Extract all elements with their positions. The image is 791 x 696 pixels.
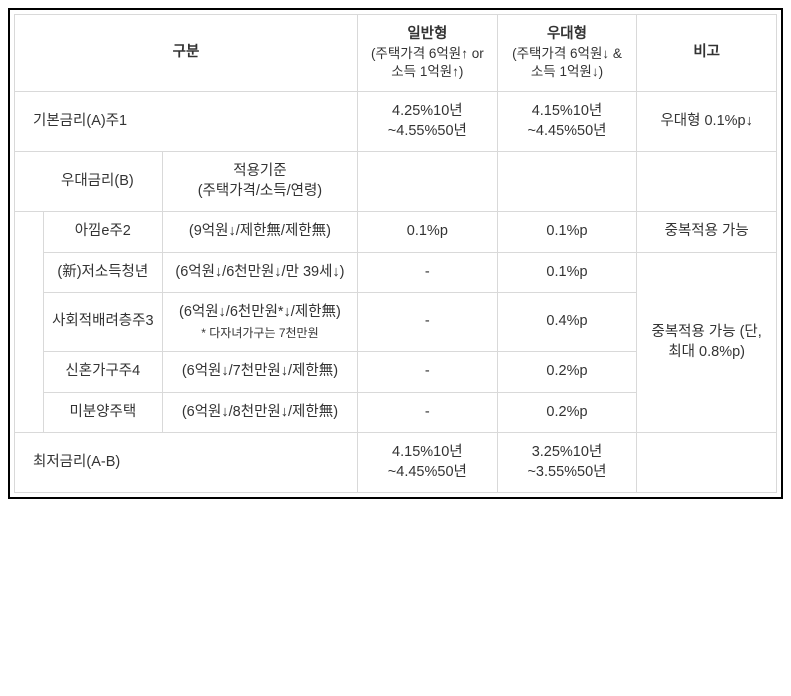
item-0-note: 중복적용 가능 <box>637 212 777 253</box>
base-rate-pref: 4.15%10년 ~4.45%50년 <box>497 92 637 152</box>
item-1-general: - <box>358 252 498 293</box>
item-2-general: - <box>358 293 498 352</box>
row-item-1: (新)저소득청년 (6억원↓/6천만원↓/만 39세↓) - 0.1%p 중복적… <box>15 252 777 293</box>
min-rate-note <box>637 433 777 493</box>
item-4-name: 미분양주택 <box>43 392 162 433</box>
hdr-general-title: 일반형 <box>407 26 447 42</box>
header-row: 구분 일반형 (주택가격 6억원↑ or 소득 1억원↑) 우대형 (주택가격 … <box>15 15 777 92</box>
rate-table: 구분 일반형 (주택가격 6억원↑ or 소득 1억원↑) 우대형 (주택가격 … <box>14 14 777 493</box>
item-2-criteria-text: (6억원↓/6천만원*↓/제한無) <box>179 304 341 320</box>
empty-cell <box>497 152 637 212</box>
row-item-0: 아낌e주2 (9억원↓/제한無/제한無) 0.1%p 0.1%p 중복적용 가능 <box>15 212 777 253</box>
pref-rate-label: 우대금리(B) <box>15 152 163 212</box>
min-rate-general: 4.15%10년 ~4.45%50년 <box>358 433 498 493</box>
empty-cell <box>358 152 498 212</box>
item-1-criteria: (6억원↓/6천만원↓/만 39세↓) <box>162 252 357 293</box>
base-rate-label: 기본금리(A)주1 <box>15 92 358 152</box>
item-2-criteria: (6억원↓/6천만원*↓/제한無) * 다자녀가구는 7천만원 <box>162 293 357 352</box>
row-min-rate: 최저금리(A-B) 4.15%10년 ~4.45%50년 3.25%10년 ~3… <box>15 433 777 493</box>
item-1-pref: 0.1%p <box>497 252 637 293</box>
row-base-rate: 기본금리(A)주1 4.25%10년 ~4.55%50년 4.15%10년 ~4… <box>15 92 777 152</box>
base-rate-general: 4.25%10년 ~4.55%50년 <box>358 92 498 152</box>
hdr-general: 일반형 (주택가격 6억원↑ or 소득 1억원↑) <box>358 15 498 92</box>
hdr-pref: 우대형 (주택가격 6억원↓ & 소득 1억원↓) <box>497 15 637 92</box>
pref-rate-criteria-header: 적용기준 (주택가격/소득/연령) <box>162 152 357 212</box>
item-0-name: 아낌e주2 <box>43 212 162 253</box>
empty-cell <box>637 152 777 212</box>
rate-table-container: 구분 일반형 (주택가격 6억원↑ or 소득 1억원↑) 우대형 (주택가격 … <box>8 8 783 499</box>
indent-cell <box>15 212 44 433</box>
item-0-pref: 0.1%p <box>497 212 637 253</box>
item-4-general: - <box>358 392 498 433</box>
item-4-criteria: (6억원↓/8천만원↓/제한無) <box>162 392 357 433</box>
min-rate-label: 최저금리(A-B) <box>15 433 358 493</box>
hdr-general-sub: (주택가격 6억원↑ or 소득 1억원↑) <box>364 45 491 81</box>
item-2-name: 사회적배려층주3 <box>43 293 162 352</box>
item-3-pref: 0.2%p <box>497 352 637 393</box>
item-2-criteria-note: * 다자녀가구는 7천만원 <box>169 325 351 341</box>
item-1-name: (新)저소득청년 <box>43 252 162 293</box>
item-3-general: - <box>358 352 498 393</box>
item-3-criteria: (6억원↓/7천만원↓/제한無) <box>162 352 357 393</box>
item-2-pref: 0.4%p <box>497 293 637 352</box>
hdr-gubun: 구분 <box>15 15 358 92</box>
item-3-name: 신혼가구주4 <box>43 352 162 393</box>
row-pref-rate-header: 우대금리(B) 적용기준 (주택가격/소득/연령) <box>15 152 777 212</box>
item-0-general: 0.1%p <box>358 212 498 253</box>
base-rate-note: 우대형 0.1%p↓ <box>637 92 777 152</box>
min-rate-pref: 3.25%10년 ~3.55%50년 <box>497 433 637 493</box>
hdr-pref-sub: (주택가격 6억원↓ & 소득 1억원↓) <box>504 45 631 81</box>
hdr-note: 비고 <box>637 15 777 92</box>
merged-note: 중복적용 가능 (단, 최대 0.8%p) <box>637 252 777 432</box>
item-0-criteria: (9억원↓/제한無/제한無) <box>162 212 357 253</box>
hdr-pref-title: 우대형 <box>547 26 587 42</box>
item-4-pref: 0.2%p <box>497 392 637 433</box>
